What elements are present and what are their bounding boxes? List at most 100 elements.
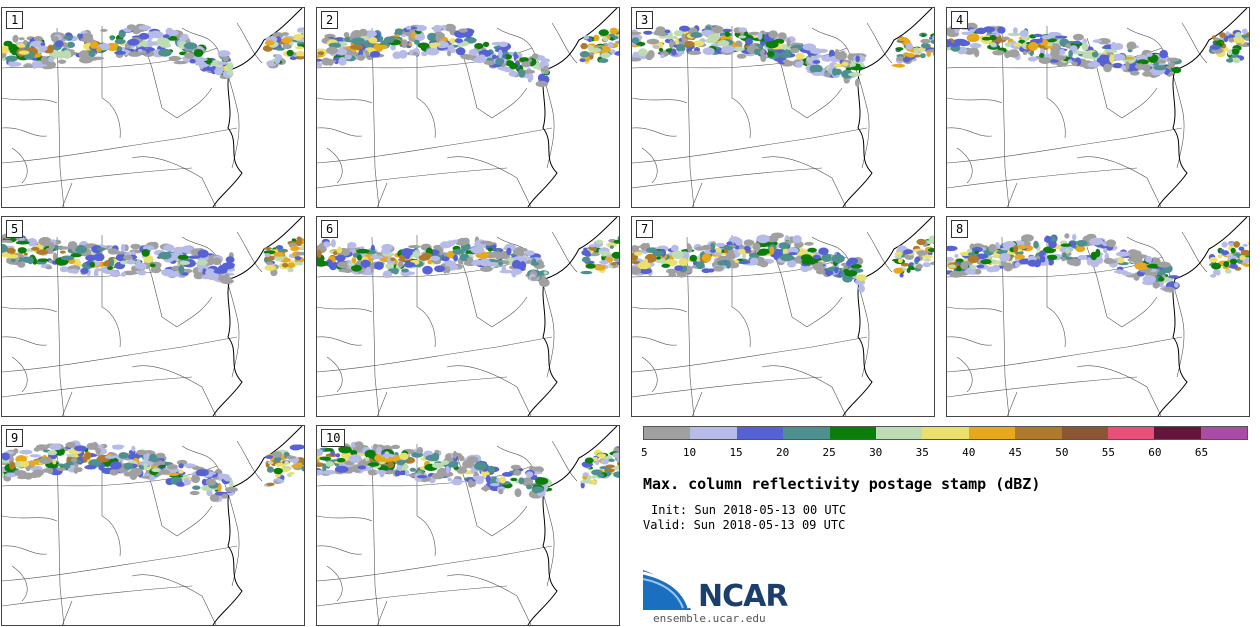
reflectivity-cell xyxy=(511,259,522,269)
reflectivity-field xyxy=(947,22,1249,78)
reflectivity-cell xyxy=(264,253,271,258)
reflectivity-cell xyxy=(158,464,166,469)
reflectivity-cell xyxy=(222,56,229,62)
state-boundary xyxy=(317,515,373,522)
reflectivity-cell xyxy=(707,34,718,41)
reflectivity-cell xyxy=(786,259,797,268)
colorbar-segment xyxy=(1107,427,1155,439)
reflectivity-cell xyxy=(343,268,353,274)
reflectivity-cell xyxy=(209,494,220,502)
reflectivity-cell xyxy=(295,251,304,256)
reflectivity-cell xyxy=(431,472,445,480)
reflectivity-cell xyxy=(128,453,141,460)
reflectivity-cell xyxy=(947,27,955,35)
reflectivity-cell xyxy=(1228,37,1235,43)
reflectivity-cell xyxy=(442,471,454,477)
reflectivity-cell xyxy=(276,478,284,483)
reflectivity-cell xyxy=(128,51,142,57)
reflectivity-cell xyxy=(408,42,413,47)
reflectivity-cell xyxy=(394,28,404,34)
state-boundary xyxy=(2,336,238,373)
reflectivity-cell xyxy=(452,248,465,255)
reflectivity-cell xyxy=(403,262,416,268)
reflectivity-cell xyxy=(54,40,64,48)
reflectivity-cell xyxy=(521,61,531,68)
reflectivity-cell xyxy=(1033,33,1043,37)
state-boundary xyxy=(632,167,823,189)
reflectivity-cell xyxy=(9,461,16,470)
state-boundary xyxy=(176,87,213,119)
reflectivity-cell xyxy=(221,493,228,499)
reflectivity-cell xyxy=(176,481,186,487)
state-boundary xyxy=(806,87,843,119)
reflectivity-cell xyxy=(756,250,768,256)
reflectivity-cell xyxy=(584,252,592,257)
reflectivity-cell xyxy=(499,269,513,274)
reflectivity-cell xyxy=(646,38,660,45)
reflectivity-cell xyxy=(326,46,339,55)
reflectivity-cell xyxy=(1072,33,1084,41)
reflectivity-cell xyxy=(75,244,87,254)
reflectivity-cell xyxy=(322,470,335,475)
reflectivity-cell xyxy=(416,475,428,479)
reflectivity-cell xyxy=(455,47,466,56)
reflectivity-cell xyxy=(613,239,619,244)
colorbar-tick-label: 50 xyxy=(1055,446,1069,459)
reflectivity-cell xyxy=(1232,57,1241,64)
reflectivity-cell xyxy=(266,482,275,486)
reflectivity-cell xyxy=(276,36,281,43)
colorbar-tick-label: 15 xyxy=(729,446,743,459)
reflectivity-cell xyxy=(40,42,46,46)
reflectivity-cell xyxy=(91,441,99,451)
reflectivity-cell xyxy=(266,466,274,473)
reflectivity-cell xyxy=(1233,241,1240,248)
state-boundary xyxy=(2,97,58,104)
reflectivity-cell xyxy=(966,33,980,43)
reflectivity-cell xyxy=(1027,259,1038,267)
reflectivity-cell xyxy=(168,55,181,62)
colorbar-segment xyxy=(1061,427,1108,439)
reflectivity-cell xyxy=(480,240,492,245)
reflectivity-cell xyxy=(1243,263,1249,267)
colorbar-segment xyxy=(690,427,737,439)
reflectivity-cell xyxy=(1239,255,1246,261)
reflectivity-cell xyxy=(792,235,802,244)
reflectivity-cell xyxy=(1217,254,1223,259)
reflectivity-cell xyxy=(80,267,89,274)
reflectivity-cell xyxy=(684,40,695,48)
reflectivity-cell xyxy=(498,488,504,495)
reflectivity-cell xyxy=(992,264,1000,272)
reflectivity-cell xyxy=(19,461,30,468)
reflectivity-cell xyxy=(678,258,688,266)
reflectivity-cell xyxy=(59,250,66,254)
state-boundary xyxy=(551,440,578,482)
reflectivity-cell xyxy=(1120,65,1127,71)
reflectivity-cell xyxy=(643,30,653,35)
reflectivity-cell xyxy=(894,255,902,259)
reflectivity-cell xyxy=(617,28,619,32)
map-canvas xyxy=(632,8,934,207)
reflectivity-cell xyxy=(332,251,338,256)
state-boundary xyxy=(491,296,528,328)
reflectivity-cell xyxy=(591,475,596,479)
reflectivity-cell xyxy=(71,457,78,463)
reflectivity-cell xyxy=(163,244,175,252)
reflectivity-cell xyxy=(538,278,550,287)
reflectivity-cell xyxy=(56,467,67,471)
reflectivity-cell xyxy=(468,49,479,56)
reflectivity-cell xyxy=(449,38,456,44)
reflectivity-cell xyxy=(743,239,754,246)
state-boundary xyxy=(11,565,28,602)
reflectivity-cell xyxy=(29,454,41,458)
reflectivity-cell xyxy=(143,254,154,264)
reflectivity-cell xyxy=(179,260,191,265)
reflectivity-cell xyxy=(96,47,102,53)
colorbar-segment xyxy=(1200,427,1248,439)
reflectivity-cell xyxy=(681,33,686,43)
reflectivity-cell xyxy=(446,250,455,258)
reflectivity-cell xyxy=(155,452,166,459)
reflectivity-cell xyxy=(381,453,396,458)
state-boundary xyxy=(632,336,868,373)
reflectivity-cell xyxy=(126,24,136,30)
reflectivity-cell xyxy=(15,240,30,245)
